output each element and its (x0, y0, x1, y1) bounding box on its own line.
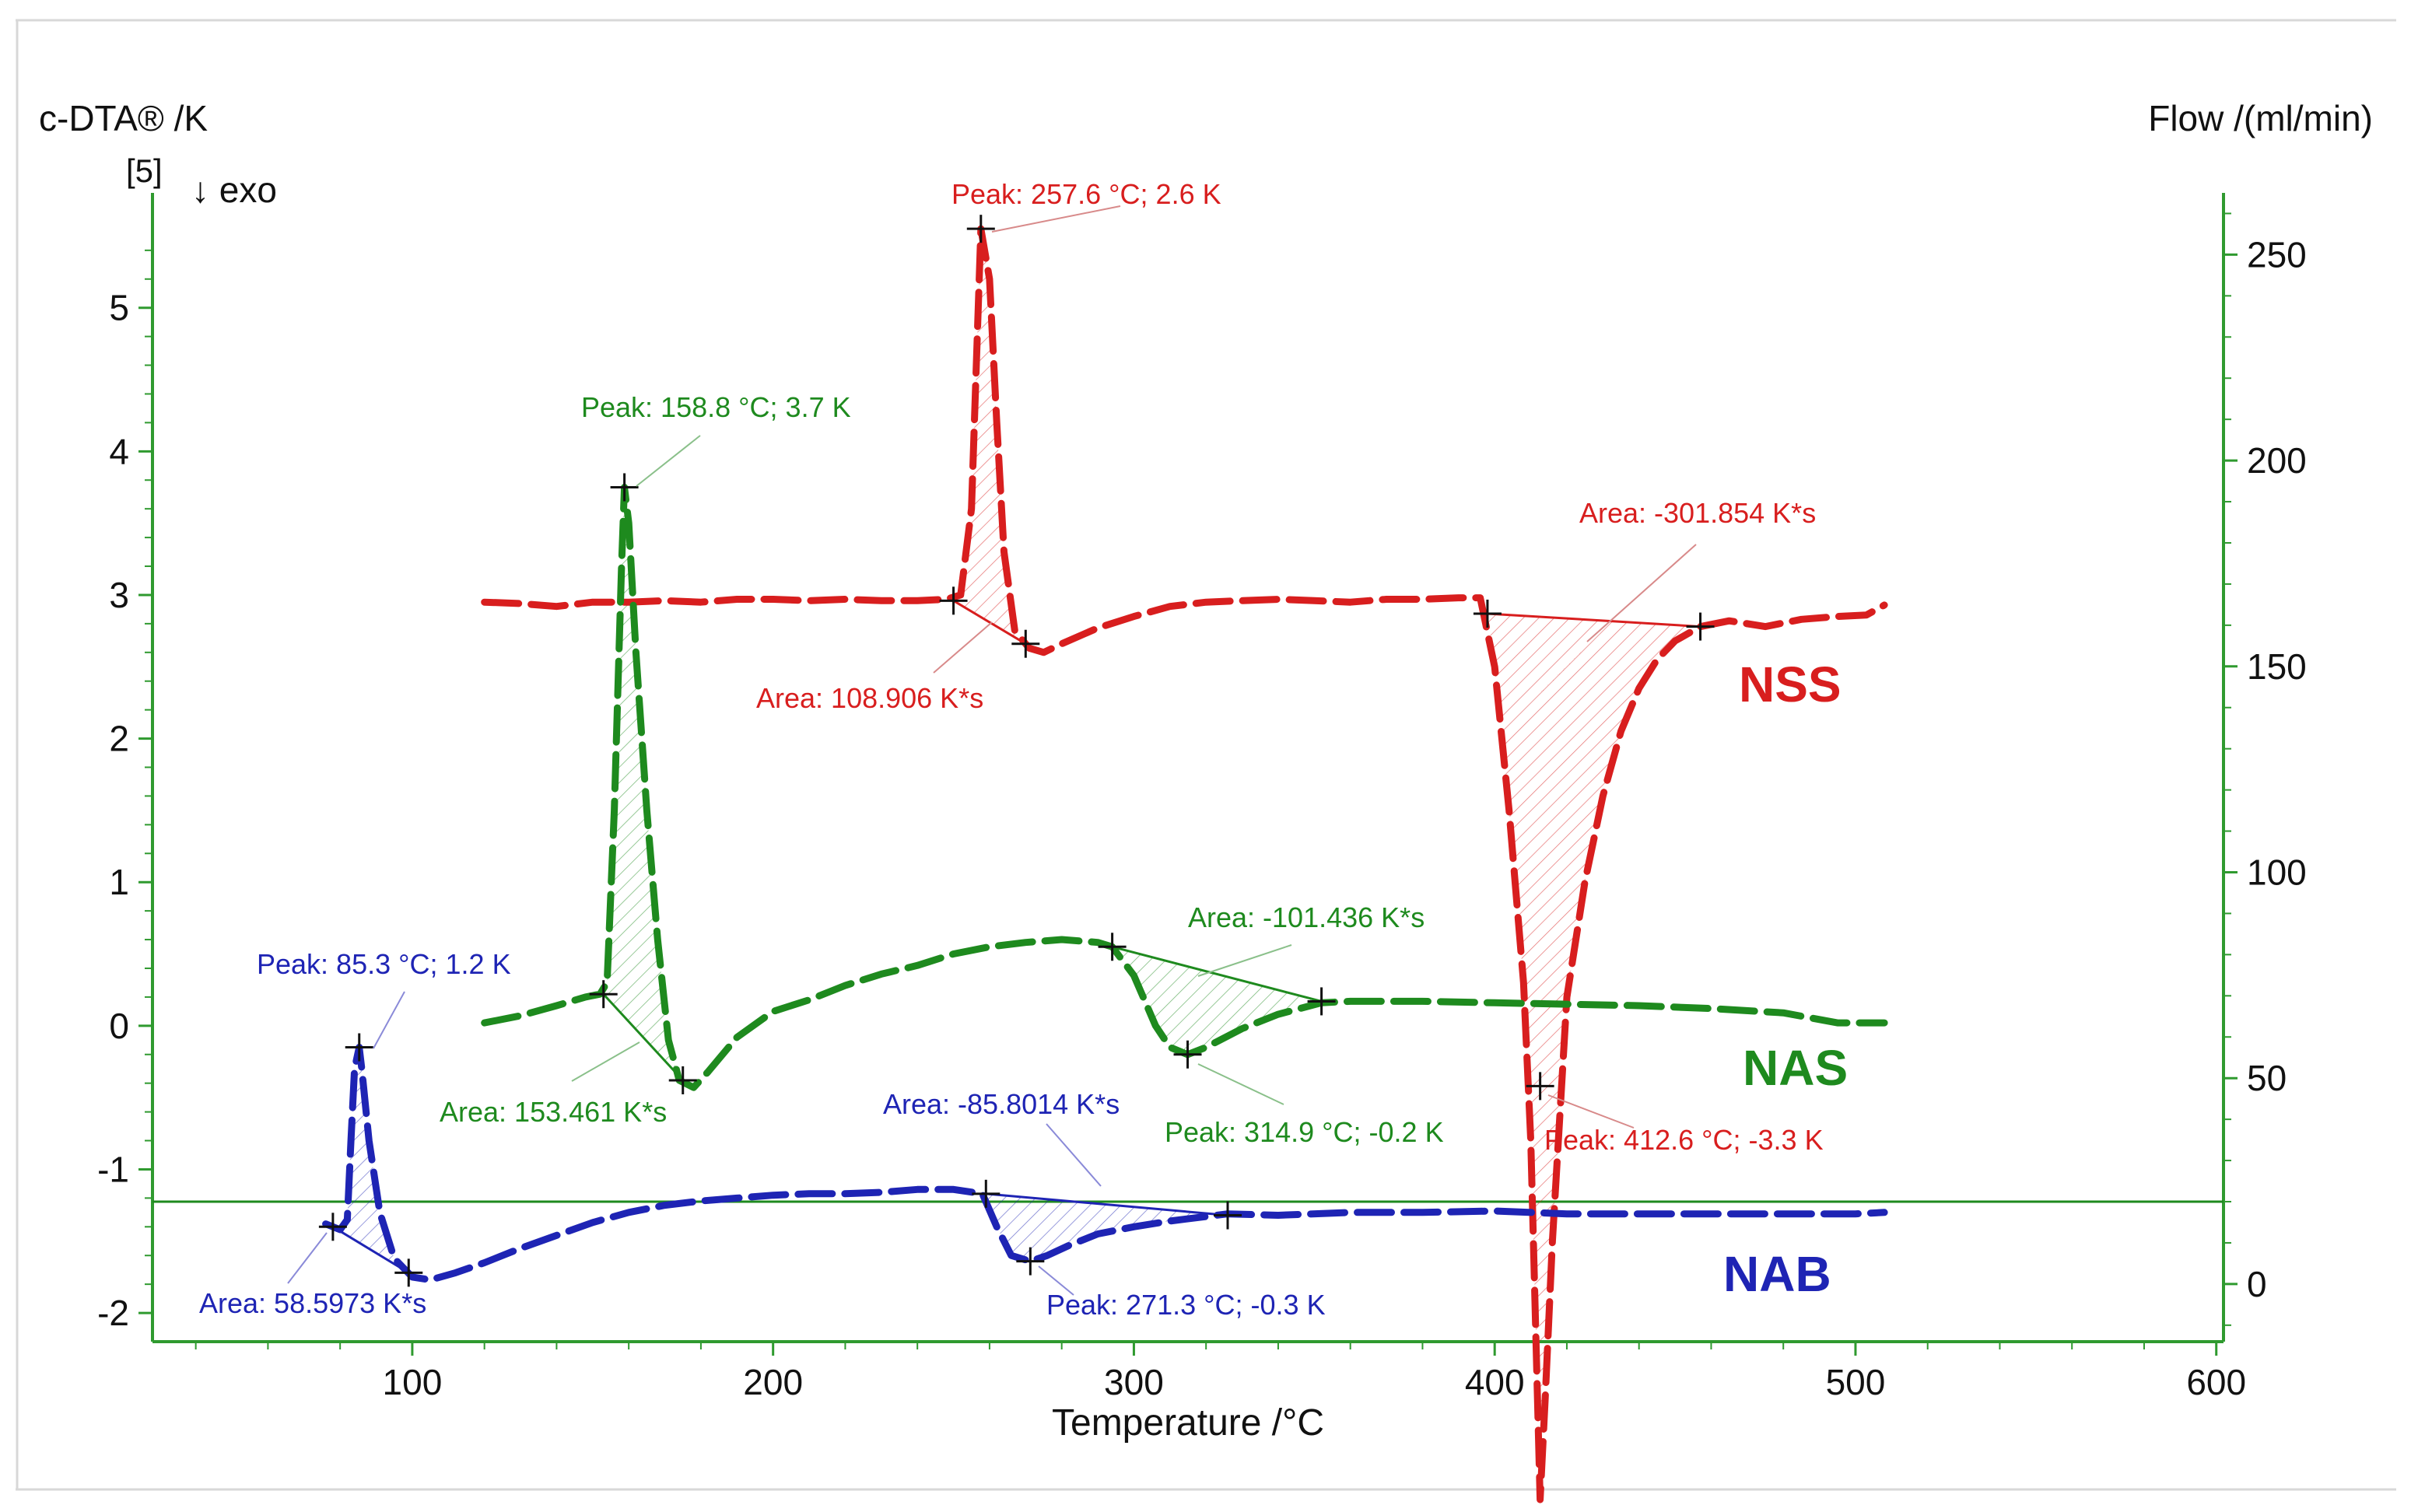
x-tick-label: 400 (1465, 1362, 1525, 1402)
segment-marker: [5] (126, 152, 163, 189)
y-tick-label: 3 (109, 575, 129, 615)
x-tick-label: 300 (1104, 1362, 1164, 1402)
baseline-nas (602, 993, 684, 1081)
y2-tick-label: 150 (2247, 646, 2307, 687)
peak-marker-nss (966, 215, 995, 243)
y2-tick-label: 0 (2247, 1264, 2267, 1304)
leader-nab-peak1 (373, 991, 405, 1049)
peak-marker-nss (939, 586, 968, 615)
annotation-nas-peak-1: Peak: 158.8 °C; 3.7 K (581, 391, 851, 423)
x-axis-title: Temperature /°C (1052, 1402, 1324, 1444)
y-axis-title: c-DTA® /K (39, 98, 208, 138)
y2-tick-label: 100 (2247, 852, 2307, 892)
peak-marker-nab (1214, 1201, 1242, 1230)
peak-area-nas (1112, 947, 1322, 1055)
y2-tick-label: 50 (2247, 1058, 2287, 1098)
peak-marker-nab (394, 1258, 423, 1287)
annotation-nas-area-2: Area: -101.436 K*s (1188, 901, 1425, 933)
peak-marker-nss (1526, 1072, 1554, 1101)
y2-tick-label: 250 (2247, 234, 2307, 275)
leader-nab-area1 (287, 1232, 328, 1284)
peak-marker-nab (972, 1179, 1000, 1208)
leader-nas-peak1 (636, 435, 701, 487)
x-tick-label: 200 (743, 1362, 803, 1402)
annotation-nss-area-2: Area: -301.854 K*s (1579, 497, 1816, 529)
peak-area-nas (603, 487, 683, 1080)
peak-marker-nss (1686, 612, 1715, 641)
annotation-nss-peak-2: Peak: 412.6 °C; -3.3 K (1544, 1124, 1824, 1156)
series-lines (322, 225, 1888, 1503)
peak-marker-nab (1016, 1247, 1045, 1276)
peak-marker-nss (1473, 599, 1502, 628)
y-tick-label: -2 (97, 1293, 129, 1333)
baseline-nas (1112, 945, 1322, 1003)
annotation-nas-area-1: Area: 153.461 K*s (440, 1096, 667, 1128)
series-line-nss (481, 225, 1888, 1503)
series-line-nas (481, 484, 1888, 1091)
leader-nss-area2 (1586, 544, 1697, 642)
y-tick-label: 5 (109, 288, 129, 328)
baseline-nab (986, 1192, 1228, 1217)
annotation-nab-peak-1: Peak: 85.3 °C; 1.2 K (257, 948, 511, 980)
annotation-leaders (287, 205, 1697, 1296)
leader-nss-peak1 (991, 205, 1121, 233)
peak-marker-nab (345, 1033, 373, 1062)
series-line-nab (322, 1044, 1888, 1284)
exo-direction-label: ↓ exo (191, 170, 277, 210)
peak-marker-nas (668, 1066, 697, 1094)
peak-areas (332, 229, 1701, 1500)
series-label-nab: NAB (1723, 1246, 1831, 1302)
leader-nas-area2 (1197, 944, 1292, 977)
annotation-nss-peak-1: Peak: 257.6 °C; 2.6 K (951, 178, 1221, 210)
y-tick-label: -1 (97, 1149, 129, 1189)
baseline-nss (952, 600, 1027, 646)
y2-axis-title: Flow /(ml/min) (2148, 98, 2373, 138)
peak-marker-nas (610, 473, 639, 502)
y-tick-label: 2 (109, 719, 129, 759)
series-label-nss: NSS (1739, 656, 1842, 712)
annotation-nab-area-1: Area: 58.5973 K*s (199, 1287, 426, 1319)
peak-area-nss (1487, 613, 1701, 1500)
peak-marker-nas (1307, 987, 1336, 1016)
y-tick-label: 4 (109, 431, 129, 471)
ticks: 100 200 300 400 500 600-2-1012345050100150200… (97, 212, 2307, 1402)
annotation-nab-area-2: Area: -85.8014 K*s (883, 1088, 1120, 1120)
annotation-nss-area-1: Area: 108.906 K*s (756, 682, 983, 714)
y-tick-label: 0 (109, 1006, 129, 1046)
x-tick-label: 600 (2186, 1362, 2246, 1402)
peak-area-nss (953, 229, 1026, 644)
x-tick-label: 500 (1826, 1362, 1886, 1402)
peak-markers (318, 215, 1715, 1287)
peak-marker-nss (1011, 629, 1040, 658)
leader-nas-area1 (571, 1041, 640, 1082)
leader-nab-peak2 (1038, 1265, 1074, 1296)
peak-marker-nab (318, 1213, 347, 1241)
peak-marker-nas (1098, 933, 1127, 961)
series-label-nas: NAS (1743, 1040, 1848, 1096)
y2-tick-label: 200 (2247, 440, 2307, 481)
leader-nss-peak2 (1547, 1094, 1635, 1129)
baseline-nss (1487, 612, 1701, 628)
leader-nas-peak2 (1197, 1063, 1284, 1105)
annotation-nas-peak-2: Peak: 314.9 °C; -0.2 K (1165, 1116, 1444, 1148)
peak-marker-nas (1173, 1040, 1202, 1069)
leader-nab-area2 (1046, 1123, 1102, 1187)
y-tick-label: 1 (109, 862, 129, 902)
annotation-nab-peak-2: Peak: 271.3 °C; -0.3 K (1046, 1289, 1326, 1321)
peak-marker-nas (589, 980, 618, 1009)
leader-nss-area1 (933, 621, 993, 674)
x-tick-label: 100 (383, 1362, 443, 1402)
